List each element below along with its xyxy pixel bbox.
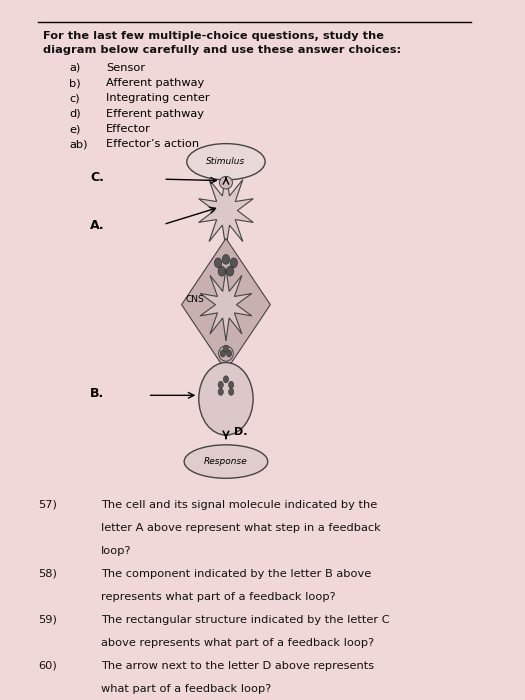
Text: above represents what part of a feedback loop?: above represents what part of a feedback…: [101, 638, 374, 648]
Text: Sensor: Sensor: [106, 63, 145, 73]
Text: e): e): [69, 124, 81, 134]
Text: loop?: loop?: [101, 546, 131, 556]
Text: d): d): [69, 108, 81, 119]
Ellipse shape: [187, 144, 265, 180]
Circle shape: [214, 258, 222, 267]
Ellipse shape: [184, 444, 268, 478]
Text: A.: A.: [90, 219, 105, 232]
Text: The rectangular structure indicated by the letter C: The rectangular structure indicated by t…: [101, 615, 389, 625]
Text: The cell and its signal molecule indicated by the: The cell and its signal molecule indicat…: [101, 500, 377, 510]
Text: Integrating center: Integrating center: [106, 93, 209, 104]
Text: The component indicated by the letter B above: The component indicated by the letter B …: [101, 569, 371, 579]
Text: Afferent pathway: Afferent pathway: [106, 78, 204, 88]
Text: Response: Response: [204, 457, 248, 466]
Ellipse shape: [219, 176, 233, 189]
Circle shape: [228, 389, 234, 396]
Circle shape: [226, 266, 234, 276]
Text: 58): 58): [38, 569, 57, 579]
Text: 60): 60): [38, 661, 57, 671]
Text: letter A above represent what step in a feedback: letter A above represent what step in a …: [101, 523, 380, 533]
Text: B.: B.: [90, 387, 104, 400]
Circle shape: [220, 350, 225, 357]
Circle shape: [218, 266, 225, 276]
Text: Stimulus: Stimulus: [206, 158, 246, 167]
Text: For the last few multiple-choice questions, study the: For the last few multiple-choice questio…: [43, 31, 384, 41]
Polygon shape: [200, 268, 252, 341]
Text: CNS: CNS: [185, 295, 204, 304]
Text: b): b): [69, 78, 81, 88]
Text: D.: D.: [234, 426, 247, 437]
Circle shape: [222, 255, 229, 264]
Text: Effector: Effector: [106, 124, 151, 134]
Text: C.: C.: [90, 172, 104, 184]
Text: Efferent pathway: Efferent pathway: [106, 108, 204, 119]
Circle shape: [199, 363, 253, 435]
Ellipse shape: [218, 346, 233, 361]
Circle shape: [223, 345, 228, 352]
Text: The arrow next to the letter D above represents: The arrow next to the letter D above rep…: [101, 661, 374, 671]
Text: a): a): [69, 63, 80, 73]
Circle shape: [218, 382, 223, 388]
Text: c): c): [69, 93, 80, 104]
Text: Effector’s action: Effector’s action: [106, 139, 199, 149]
Polygon shape: [182, 239, 270, 371]
Text: represents what part of a feedback loop?: represents what part of a feedback loop?: [101, 592, 335, 602]
Circle shape: [230, 258, 237, 267]
Circle shape: [226, 350, 232, 357]
Polygon shape: [198, 172, 253, 249]
Text: 57): 57): [38, 500, 57, 510]
Circle shape: [218, 389, 223, 396]
Text: what part of a feedback loop?: what part of a feedback loop?: [101, 684, 271, 694]
Text: diagram below carefully and use these answer choices:: diagram below carefully and use these an…: [43, 45, 401, 55]
Circle shape: [228, 382, 234, 388]
Circle shape: [223, 376, 228, 383]
Text: 59): 59): [38, 615, 57, 625]
Text: ab): ab): [69, 139, 88, 149]
